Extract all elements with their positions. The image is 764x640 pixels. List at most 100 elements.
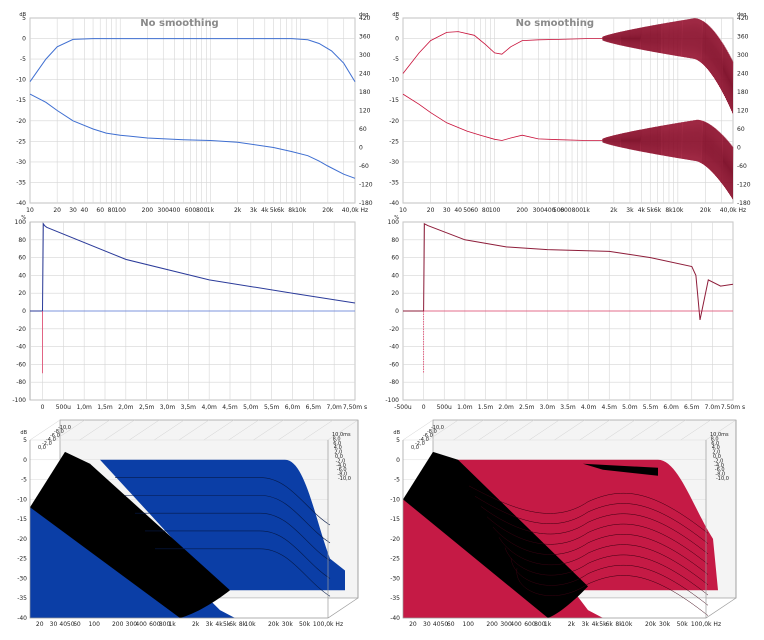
waterfall-contour: [468, 485, 709, 534]
x-tick-label: 6k: [654, 207, 662, 214]
time-tick-label: -10,0: [338, 476, 351, 482]
y2-tick-label: 120: [737, 108, 749, 115]
waterfall-contour: [498, 537, 709, 585]
y-tick-label: 20: [391, 290, 399, 297]
time-tick-label: -4,0: [714, 463, 724, 469]
y-tick-label: -10: [17, 496, 27, 503]
frame: [402, 420, 737, 619]
x-tick-label: 3k: [626, 207, 634, 214]
x-tick-label: 500u: [56, 404, 71, 411]
y2-tick-label: -60: [359, 163, 369, 170]
x-tick-label: 40: [59, 621, 67, 628]
impulse-response-chart-2: 0 500u 1,0m 1,5m 2,0m 2,5m 3,0m 3,5m 4,0m 4,5m 5,0…: [12, 215, 367, 411]
x-tick-label: 200: [112, 621, 124, 628]
y-tick-label: -15: [16, 97, 26, 104]
y-tick-label: 80: [391, 237, 399, 244]
grid-line: [327, 419, 359, 441]
y-tick-label: 40: [391, 272, 399, 279]
x-tick-label: 100,0k Hz: [691, 621, 721, 628]
y-tick-label: -40: [17, 615, 27, 622]
x-tick-label: 500u: [437, 404, 452, 411]
grid-line: [579, 419, 610, 441]
x-tick-label: 30k: [282, 621, 294, 628]
x-tick-label: 7,0m: [326, 404, 342, 411]
x-tick-label: 40,0k Hz: [720, 207, 746, 214]
series-line-0: [402, 31, 603, 74]
y-tick-label: -40: [390, 615, 400, 622]
waterfall-ridge-high: [583, 463, 658, 476]
x-tick-label: 100: [489, 207, 501, 214]
x-tick-label: 600: [560, 207, 572, 214]
grid-line: [604, 419, 636, 441]
x-tick-label: 7,50m s: [343, 404, 367, 411]
grid-line: [428, 419, 459, 441]
waterfall-plateau: [443, 459, 718, 591]
y-unit-label: dB: [20, 430, 27, 436]
y-tick-label: 5: [23, 437, 27, 444]
y-tick-label: -30: [389, 159, 399, 166]
grid-line: [402, 419, 434, 441]
time-tick-label-left: -8,0: [427, 429, 437, 435]
grid-line: [129, 419, 160, 441]
y-tick-label: 40: [18, 272, 26, 279]
x-tick-label: 10k: [621, 621, 633, 628]
x-tick-label: 6.0m: [663, 404, 679, 411]
time-tick-label: -8,0: [715, 472, 725, 478]
x-tick-label: -500u: [394, 404, 412, 411]
y2-tick-label: 60: [737, 126, 745, 133]
x-tick-label: 3.5m: [560, 404, 576, 411]
x-tick-label: 6.5m: [684, 404, 700, 411]
grid-line: [630, 419, 661, 441]
x-tick-label: 30: [69, 207, 77, 214]
x-tick-label: 10: [399, 207, 407, 214]
y-tick-label: -35: [389, 179, 399, 186]
y-unit-label: dB: [393, 430, 400, 436]
time-tick-label: 2,0: [334, 450, 342, 456]
x-tick-label: 300: [158, 207, 170, 214]
y-tick-label: 5: [22, 15, 26, 22]
x-tick-label: 200: [516, 207, 528, 214]
time-tick-label-left: -8,0: [54, 429, 64, 435]
y-tick-label: 0: [395, 36, 399, 43]
x-tick-label: 60: [96, 207, 104, 214]
y-unit-label: %: [21, 215, 26, 221]
y2-tick-label: 360: [359, 34, 371, 41]
grid-line: [303, 419, 334, 441]
frequency-response-chart-0: 50-5-10-15-20-25-30-35-40420360300240180…: [16, 12, 373, 214]
grid-line: [529, 419, 560, 441]
waterfall-contour: [155, 548, 331, 597]
x-tick-label: 10k: [672, 207, 684, 214]
y-tick-label: -30: [17, 575, 27, 582]
x-tick-label: 40: [433, 621, 441, 628]
x-tick-label: 800: [196, 207, 208, 214]
x-tick-label: 4.5m: [602, 404, 618, 411]
y-tick-label: -80: [389, 379, 399, 386]
x-tick-label: 7.0m: [705, 404, 721, 411]
x-tick-label: 1.5m: [478, 404, 494, 411]
y-tick-label: -15: [389, 97, 399, 104]
y2-tick-label: -120: [359, 182, 373, 189]
x-tick-label: 800: [159, 621, 171, 628]
y2-tick-label: 420: [737, 15, 749, 22]
time-tick-label: 10,0ms: [332, 432, 351, 438]
comb-trace-1: [602, 119, 734, 199]
y2-tick-label: 300: [359, 52, 371, 59]
x-tick-label: 800: [572, 207, 584, 214]
y-tick-label: -5: [20, 56, 26, 63]
x-tick-label: 10: [26, 207, 34, 214]
grid-line: [705, 419, 737, 441]
y-tick-label: -20: [390, 536, 400, 543]
frequency-response-chart-1: 50-5-10-15-20-25-30-35-40420360300240180…: [389, 12, 751, 214]
y-tick-label: 0: [23, 457, 27, 464]
y-unit-label: dB: [19, 12, 26, 18]
x-tick-label: 400: [135, 621, 147, 628]
y-tick-label: -35: [390, 595, 400, 602]
y-tick-label: -5: [394, 477, 400, 484]
grid-line: [253, 419, 284, 441]
time-tick-label-left: -10,0: [58, 425, 71, 431]
x-tick-label: 2k: [192, 621, 200, 628]
x-tick-label: 30k: [659, 621, 671, 628]
x-tick-label: 30: [423, 621, 431, 628]
